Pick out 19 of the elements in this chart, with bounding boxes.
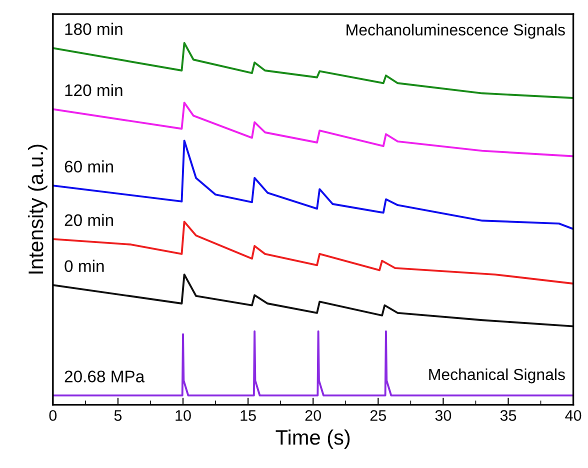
x-tick-label: 25	[370, 410, 386, 421]
series-label: 0 min	[64, 260, 104, 272]
series-label: 180 min	[65, 22, 122, 36]
x-axis-title: Time (s)	[276, 429, 350, 449]
annotation: Mechanical Signals	[429, 368, 565, 384]
x-tick-label: 20	[305, 410, 322, 421]
y-axis-title: Intensity (a.u.)	[28, 144, 48, 274]
x-tick-label: 10	[176, 410, 191, 421]
x-tick-label: 35	[500, 410, 516, 421]
x-tick-label: 30	[435, 410, 452, 421]
series-label: 20 min	[64, 214, 113, 226]
text: Mechanoluminescence Signals	[346, 24, 565, 39]
series-label: 120 min	[65, 84, 122, 96]
x-tick-label: 40	[565, 410, 582, 421]
x-tick-label: 0	[49, 410, 57, 421]
x-tick-label: 15	[240, 410, 256, 421]
x-tick-label: 5	[114, 410, 122, 421]
series-label: 20.68 MPa	[64, 370, 145, 382]
series-label: 60 min	[64, 160, 113, 173]
